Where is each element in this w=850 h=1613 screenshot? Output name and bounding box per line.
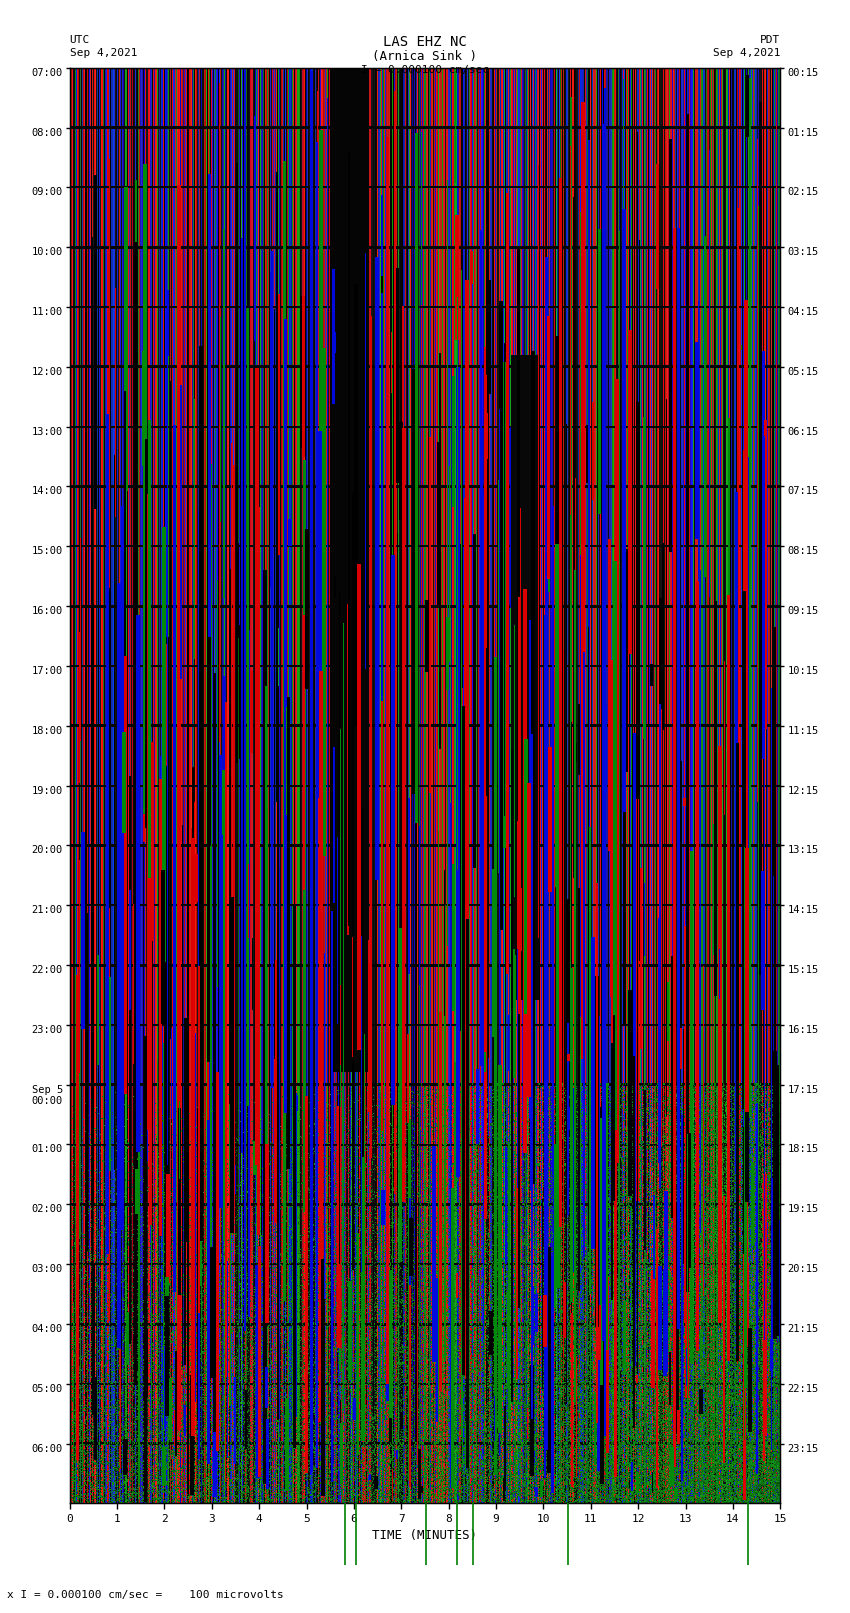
Text: I = 0.000100 cm/sec: I = 0.000100 cm/sec <box>361 65 489 74</box>
Text: LAS EHZ NC: LAS EHZ NC <box>383 35 467 50</box>
Text: Sep 4,2021: Sep 4,2021 <box>713 48 780 58</box>
Text: x I = 0.000100 cm/sec =    100 microvolts: x I = 0.000100 cm/sec = 100 microvolts <box>7 1590 284 1600</box>
Text: (Arnica Sink ): (Arnica Sink ) <box>372 50 478 63</box>
Text: UTC: UTC <box>70 35 90 45</box>
Text: Sep 4,2021: Sep 4,2021 <box>70 48 137 58</box>
X-axis label: TIME (MINUTES): TIME (MINUTES) <box>372 1529 478 1542</box>
Text: PDT: PDT <box>760 35 780 45</box>
